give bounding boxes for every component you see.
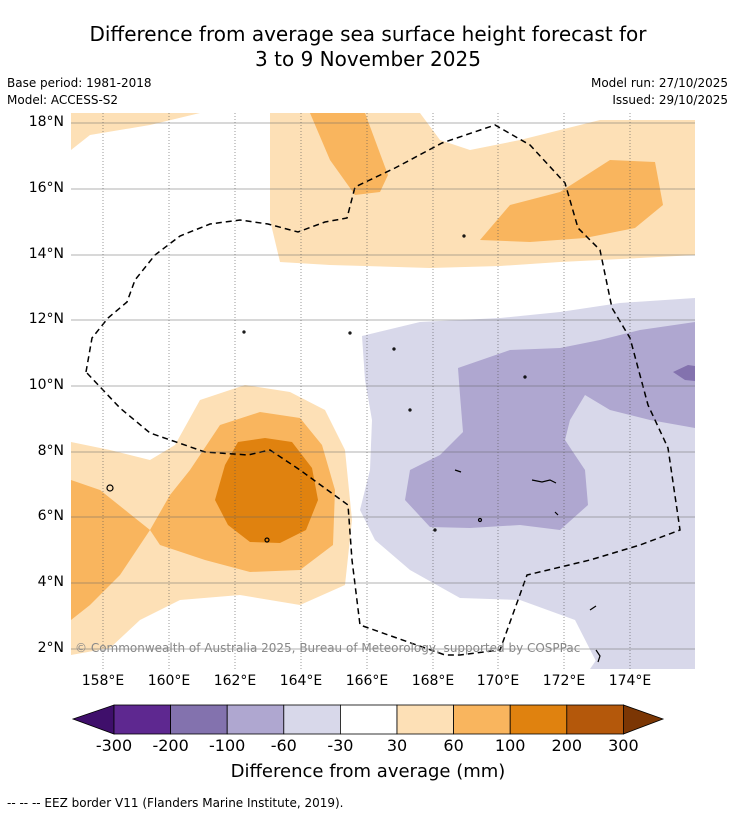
lat-label-10n: 10°N [28,377,64,393]
contour-neg100-200-east [673,365,695,381]
lat-label-8n: 8°N [37,443,64,459]
lat-label-6n: 6°N [37,508,64,524]
colorbar-tick-neg100: -100 [209,736,246,755]
colorbar-bin-3 [226,704,285,735]
contour-60-100-southwest-b [71,480,150,620]
colorbar-tick-300: 300 [608,736,639,755]
lon-label-166e: 166°E [345,673,389,689]
map-title-line1: Difference from average sea surface heig… [89,22,647,46]
lon-label-172e: 172°E [542,673,586,689]
lon-label-158e: 158°E [81,673,125,689]
lon-label-170e: 170°E [476,673,520,689]
copyright-notice: © Commonwealth of Australia 2025, Bureau… [75,641,581,655]
colorbar-bin-7 [453,704,511,735]
colorbar-tick-neg30: -30 [327,736,354,755]
colorbar-bin-2 [170,704,228,735]
lat-label-18n: 18°N [28,114,64,130]
contour-60-100-north-b [480,160,663,242]
colorbar-bin-1 [113,704,171,735]
map-title: Difference from average sea surface heig… [0,22,736,72]
colorbar-bin-6 [396,704,454,735]
lat-label-4n: 4°N [37,574,64,590]
colorbar-tick-100: 100 [494,736,526,755]
colorbar-min-extend [71,704,115,735]
islands [106,234,601,663]
issued-label: Issued: 29/10/2025 [612,93,728,107]
colorbar-label: Difference from average (mm) [230,761,506,782]
eez-footnote: -- -- -- EEZ border V11 (Flanders Marine… [7,796,344,810]
lat-label-14n: 14°N [28,246,64,262]
colorbar-tick-neg200: -200 [152,736,189,755]
lon-label-160e: 160°E [147,673,191,689]
lon-label-168e: 168°E [411,673,455,689]
colorbar-tick-200: 200 [551,736,583,755]
lon-label-162e: 162°E [213,673,257,689]
colorbar-bin-9 [566,704,624,735]
contour-neg30-60-southeast [590,585,695,669]
colorbar [71,704,665,735]
meta-left: Base period: 1981-2018 Model: ACCESS-S2 [7,75,152,109]
contour-neg60-100-east [405,322,695,530]
colorbar-bin-4 [283,704,341,735]
colorbar-tick-neg60: -60 [270,736,297,755]
colorbar-max-extend [623,704,665,735]
colorbar-bin-5 [339,704,398,735]
map-title-line2: 3 to 9 November 2025 [255,47,481,71]
lon-label-174e: 174°E [608,673,652,689]
colorbar-tick-neg300: -300 [95,736,133,755]
colorbar-tick-60: 60 [443,736,464,755]
colorbar-tick-30: 30 [386,736,408,755]
gridlines-horizontal [71,122,695,650]
contour-60-100-north-a [310,113,388,195]
model-label: Model: ACCESS-S2 [7,93,119,107]
base-period-label: Base period: 1981-2018 [7,76,152,90]
map-area [71,113,695,669]
colorbar-bin-8 [509,704,568,735]
model-run-label: Model run: 27/10/2025 [590,76,728,90]
meta-right: Model run: 27/10/2025 Issued: 29/10/2025 [591,75,728,109]
lat-label-16n: 16°N [28,180,64,196]
lat-label-12n: 12°N [28,311,64,327]
lat-label-2n: 2°N [37,640,64,656]
lon-label-164e: 164°E [279,673,323,689]
